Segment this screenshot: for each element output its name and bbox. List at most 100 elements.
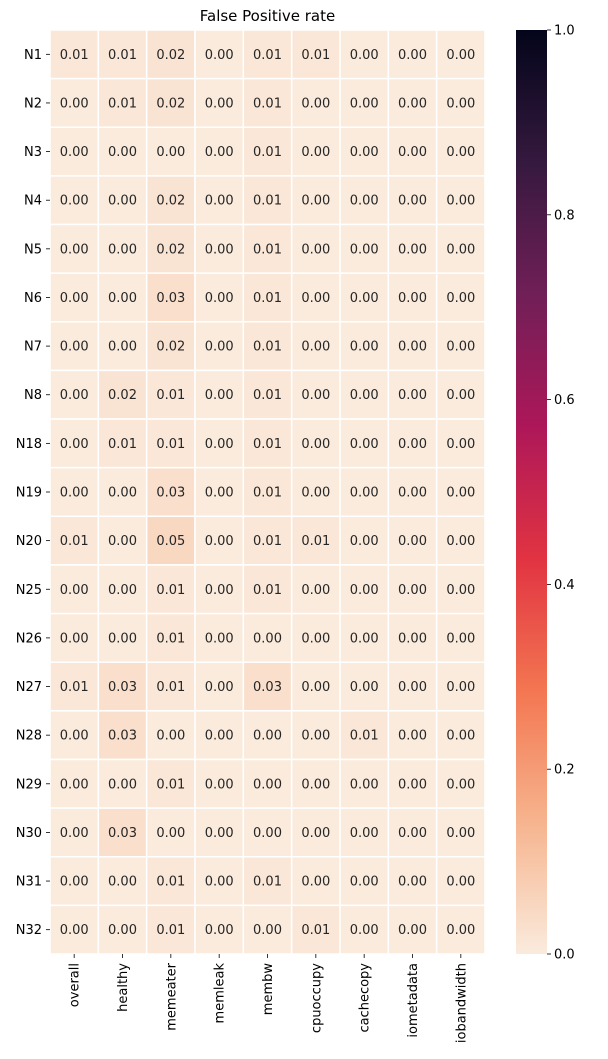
row-tick-label: N2	[24, 96, 42, 111]
cell-value-label: 0.00	[108, 923, 137, 938]
heatmap-cell	[49, 126, 100, 177]
heatmap-cell	[435, 515, 486, 566]
heatmap-cell	[435, 466, 486, 518]
cell-value-label: 0.01	[253, 96, 282, 111]
cell-value-label: 0.00	[398, 923, 427, 938]
heatmap-cell	[49, 807, 100, 858]
cell-value-label: 0.02	[156, 194, 185, 209]
cell-value-label: 0.01	[253, 486, 282, 501]
cell-value-label: 0.00	[398, 826, 427, 841]
cell-value-label: 0.03	[108, 729, 137, 744]
cell-value-label: 0.00	[301, 145, 330, 160]
heatmap-cell	[49, 369, 100, 420]
heatmap-cell	[194, 758, 245, 809]
heatmap-cell	[194, 904, 245, 955]
heatmap-cell	[290, 661, 341, 712]
heatmap-cell	[145, 564, 196, 615]
cell-value-label: 0.00	[108, 486, 137, 501]
heatmap-cell	[435, 710, 486, 761]
cell-value-label: 0.00	[253, 729, 282, 744]
cell-value-label: 0.01	[253, 340, 282, 355]
cell-value-label: 0.00	[398, 534, 427, 549]
colorbar-tick-label: 0.6	[554, 393, 575, 408]
colorbar-gradient	[516, 30, 547, 954]
cell-value-label: 0.00	[205, 48, 234, 63]
heatmap-cell	[435, 126, 486, 177]
cell-value-label: 0.00	[446, 583, 475, 598]
heatmap-cell	[242, 126, 293, 177]
heatmap-cell	[339, 77, 390, 129]
cell-value-label: 0.00	[398, 437, 427, 452]
row-tick-label: N8	[24, 388, 42, 403]
heatmap-cell	[97, 272, 148, 323]
row-tick-label: N7	[24, 340, 42, 355]
heatmap-cell	[339, 855, 390, 907]
heatmap-cell	[194, 807, 245, 858]
row-tick-label: N19	[16, 486, 42, 501]
cell-value-label: 0.00	[205, 486, 234, 501]
cell-value-label: 0.01	[301, 534, 330, 549]
heatmap-cell	[194, 272, 245, 323]
cell-value-label: 0.00	[301, 486, 330, 501]
row-tick-label: N6	[24, 291, 42, 306]
heatmap-cell	[97, 710, 148, 761]
cell-value-label: 0.00	[350, 777, 379, 792]
column-tick-labels: overall healthy memeater memleak membw cpuocc…	[68, 954, 469, 1043]
cell-value-label: 0.00	[398, 96, 427, 111]
cell-value-label: 0.00	[253, 826, 282, 841]
cell-value-label: 0.00	[60, 923, 89, 938]
cell-value-label: 0.00	[301, 583, 330, 598]
cell-value-label: 0.00	[446, 194, 475, 209]
cell-value-label: 0.01	[156, 583, 185, 598]
cell-value-label: 0.00	[205, 631, 234, 646]
cell-value-label: 0.00	[301, 437, 330, 452]
row-tick-label: N25	[16, 583, 42, 598]
cell-value-label: 0.01	[253, 242, 282, 257]
cell-value-label: 0.00	[301, 194, 330, 209]
cell-value-label: 0.00	[205, 534, 234, 549]
cell-value-label: 0.01	[253, 145, 282, 160]
column-tick-label: iobandwidth	[454, 963, 469, 1043]
cell-value-label: 0.00	[301, 680, 330, 695]
cell-value-label: 0.00	[205, 777, 234, 792]
cell-value-label: 0.00	[205, 923, 234, 938]
cell-value-label: 0.00	[350, 437, 379, 452]
cell-value-label: 0.00	[60, 291, 89, 306]
cell-value-label: 0.00	[446, 631, 475, 646]
cell-value-label: 0.00	[108, 777, 137, 792]
cell-value-label: 0.00	[60, 388, 89, 403]
cell-value-label: 0.00	[60, 777, 89, 792]
heatmap-cell	[97, 321, 148, 372]
heatmap-cell	[290, 807, 341, 858]
cell-value-label: 0.00	[301, 777, 330, 792]
heatmap-cell	[435, 223, 486, 274]
cell-value-label: 0.00	[108, 875, 137, 890]
cell-value-label: 0.00	[108, 242, 137, 257]
cell-value-label: 0.00	[350, 388, 379, 403]
cell-value-label: 0.01	[156, 388, 185, 403]
cell-value-label: 0.00	[108, 631, 137, 646]
column-tick-label: memleak	[213, 963, 228, 1024]
cell-value-label: 0.00	[398, 340, 427, 355]
cell-value-label: 0.00	[350, 534, 379, 549]
row-tick-labels: N1 N2 N3 N4 N5 N6 N7 N8 N18 N19 N20 N25 N26 N27 N28 N29…	[16, 48, 50, 938]
heatmap-cell	[435, 369, 486, 420]
cell-value-label: 0.00	[446, 242, 475, 257]
heatmap-cell	[145, 77, 196, 129]
cell-value-label: 0.00	[398, 48, 427, 63]
cell-value-label: 0.01	[253, 534, 282, 549]
heatmap-cell	[242, 564, 293, 615]
heatmap-cell	[145, 661, 196, 712]
cell-value-label: 0.00	[398, 242, 427, 257]
cell-value-label: 0.00	[205, 145, 234, 160]
row-tick-label: N18	[16, 437, 42, 452]
cell-value-label: 0.00	[205, 242, 234, 257]
heatmap-cell	[242, 515, 293, 566]
heatmap-cell	[49, 223, 100, 274]
cell-value-label: 0.00	[301, 340, 330, 355]
cell-value-label: 0.00	[350, 923, 379, 938]
colorbar-tick-label: 0.0	[554, 948, 575, 963]
heatmap-cell	[145, 369, 196, 420]
heatmap-cell	[242, 661, 293, 712]
